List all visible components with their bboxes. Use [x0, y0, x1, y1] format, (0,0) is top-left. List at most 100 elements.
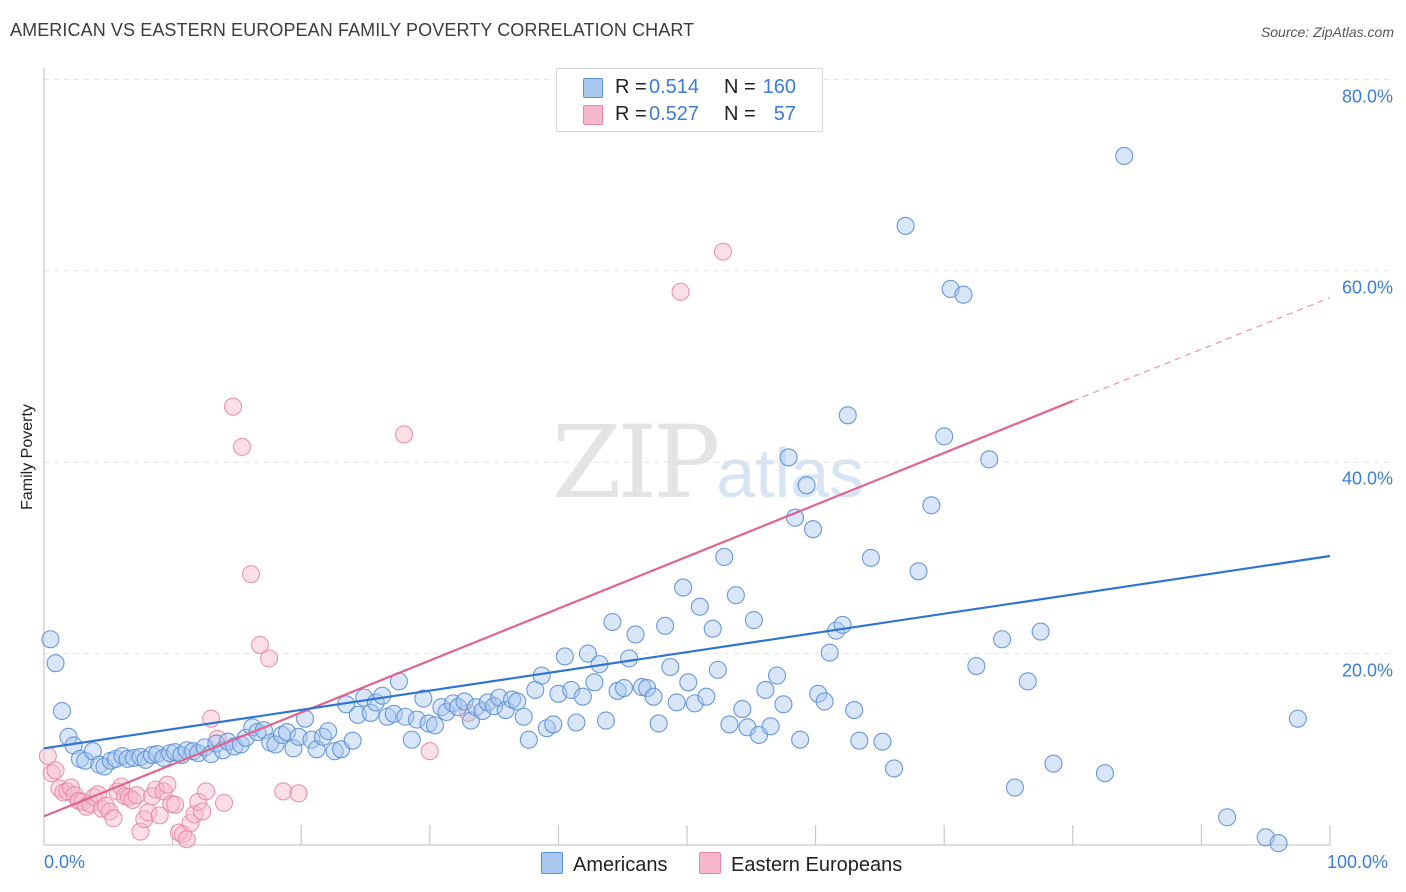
- americans-point: [314, 727, 333, 746]
- eastern-n-label: N =: [724, 103, 756, 125]
- stats-box: R = 0.514 N = 160 R = 0.527 N = 57: [556, 68, 823, 132]
- legend-americans[interactable]: Americans: [541, 852, 667, 877]
- americans-point: [1095, 764, 1114, 783]
- americans-point: [954, 285, 973, 304]
- americans-point: [661, 657, 680, 677]
- y-tick-60: 60.0%: [1341, 277, 1393, 298]
- americans-point: [302, 730, 321, 749]
- legend-americans-swatch: [541, 852, 563, 874]
- eastern-point: [259, 649, 279, 668]
- eastern-point: [232, 437, 252, 456]
- americans-point: [284, 739, 303, 758]
- americans-point: [407, 710, 426, 729]
- eastern-n-value: 57: [773, 103, 796, 125]
- americans-point: [685, 694, 704, 713]
- americans-point: [715, 547, 734, 566]
- americans-point: [761, 717, 780, 736]
- eastern-point: [146, 780, 165, 799]
- source-credit: Source: ZipAtlas.com: [1260, 24, 1394, 40]
- americans-point: [555, 647, 574, 666]
- americans-point: [425, 716, 444, 735]
- americans-point: [803, 520, 823, 539]
- eastern-point: [713, 242, 733, 261]
- eastern-point: [250, 635, 270, 655]
- americans-point: [414, 689, 433, 708]
- y-tick-80: 80.0%: [1341, 86, 1393, 107]
- americans-point: [343, 731, 362, 750]
- americans-point: [461, 711, 481, 730]
- eastern-point: [46, 761, 65, 780]
- americans-point: [573, 687, 592, 706]
- americans-n-label: N =: [724, 76, 756, 98]
- eastern-point: [214, 793, 234, 812]
- americans-point: [873, 732, 892, 751]
- eastern-point: [150, 806, 169, 825]
- americans-point: [1269, 834, 1288, 853]
- eastern-europeans-series: [38, 242, 733, 849]
- trend-lines: [43, 297, 1331, 818]
- americans-point: [325, 742, 344, 761]
- americans-point: [396, 707, 415, 726]
- americans-point: [720, 715, 739, 734]
- legend-americans-label: Americans: [573, 854, 668, 876]
- eastern-point: [193, 802, 212, 821]
- americans-point: [76, 751, 95, 770]
- americans-point: [614, 679, 634, 698]
- americans-point: [361, 703, 380, 722]
- americans-point: [850, 731, 869, 750]
- americans-point: [1031, 622, 1050, 641]
- americans-point: [544, 715, 563, 734]
- americans-point: [726, 586, 745, 605]
- y-axis-title: Family Poverty: [19, 404, 36, 510]
- americans-point: [319, 722, 338, 741]
- americans-point: [993, 630, 1012, 649]
- americans-point: [791, 730, 810, 749]
- americans-point: [797, 476, 816, 495]
- americans-swatch: [583, 78, 603, 98]
- americans-point: [1044, 754, 1063, 773]
- americans-point: [1218, 808, 1237, 827]
- americans-point: [896, 216, 915, 235]
- americans-point: [562, 680, 581, 700]
- eastern-r-label: R =: [615, 103, 647, 125]
- americans-point: [384, 704, 403, 723]
- stats-row-americans: R = 0.514 N = 160: [557, 76, 822, 100]
- americans-point: [690, 597, 709, 616]
- americans-point: [756, 680, 775, 700]
- americans-trend-line: [43, 554, 1331, 750]
- eastern-point: [166, 795, 185, 814]
- y-tick-40: 40.0%: [1341, 468, 1393, 489]
- eastern-point: [420, 742, 439, 761]
- americans-point: [779, 448, 798, 467]
- eastern-trend-extension: [1072, 297, 1331, 402]
- americans-point: [455, 692, 474, 711]
- americans-point: [632, 678, 652, 697]
- americans-point: [519, 730, 538, 749]
- americans-point: [585, 673, 604, 692]
- x-tick-100: 100.0%: [1327, 852, 1389, 872]
- eastern-point: [177, 830, 196, 849]
- eastern-point: [671, 282, 690, 301]
- americans-r-label: R =: [615, 76, 647, 98]
- stats-row-eastern: R = 0.527 N = 57: [557, 103, 822, 127]
- americans-point: [514, 707, 533, 726]
- watermark-atlas: atlas: [716, 434, 865, 512]
- americans-point: [708, 660, 727, 679]
- americans-point: [809, 684, 828, 703]
- americans-point: [967, 656, 986, 676]
- americans-point: [1018, 672, 1037, 691]
- eastern-swatch: [583, 105, 603, 125]
- eastern-point: [181, 813, 200, 833]
- axes: [43, 68, 1331, 846]
- americans-point: [508, 692, 527, 711]
- americans-point: [820, 643, 839, 662]
- americans-point: [596, 711, 616, 730]
- americans-point: [922, 496, 941, 515]
- eastern-point: [127, 786, 146, 805]
- americans-point: [845, 701, 864, 720]
- legend-eastern[interactable]: Eastern Europeans: [699, 852, 902, 877]
- americans-point: [578, 644, 598, 663]
- americans-point: [402, 730, 421, 749]
- americans-point: [113, 746, 132, 766]
